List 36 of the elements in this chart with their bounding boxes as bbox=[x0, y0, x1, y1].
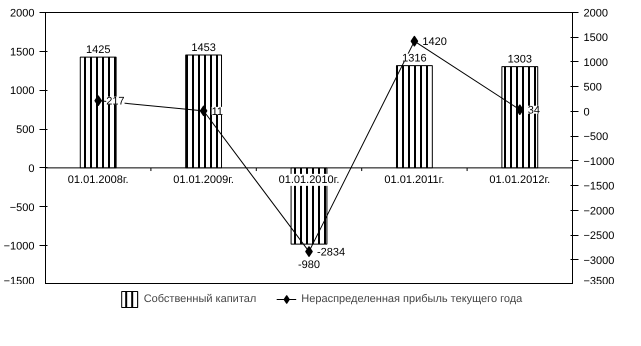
data-label: 1420 bbox=[422, 36, 447, 48]
y2-tick-label: −2000 bbox=[584, 205, 614, 218]
data-label: 11 bbox=[212, 106, 224, 118]
y2-tick-label: 0 bbox=[584, 106, 590, 118]
y-tick-label: 0 bbox=[28, 162, 35, 175]
data-label: 34 bbox=[528, 104, 540, 117]
y2-tick-label: −1500 bbox=[584, 180, 614, 193]
data-label: 1303 bbox=[508, 54, 532, 66]
y-tick-label: 500 bbox=[16, 124, 35, 136]
data-label: 1316 bbox=[402, 52, 427, 65]
data-label: 1453 bbox=[191, 42, 216, 54]
y2-tick-label: 1000 bbox=[584, 56, 608, 69]
y2-tick-label: 1500 bbox=[584, 32, 608, 44]
x-tick-label: 01.01.2011г. bbox=[384, 174, 444, 186]
x-tick-label: 01.01.2008г. bbox=[68, 174, 129, 186]
y-tick-label: 1000 bbox=[10, 85, 35, 98]
y-tick-label: 1500 bbox=[10, 46, 35, 58]
legend-label: Собственный капитал bbox=[144, 293, 256, 305]
y2-tick-label: −500 bbox=[584, 131, 608, 144]
y-tick-label: −1000 bbox=[4, 240, 35, 253]
data-label: 1425 bbox=[86, 44, 110, 56]
y2-tick-label: −1000 bbox=[584, 156, 614, 168]
y-tick-label: −500 bbox=[10, 202, 35, 214]
y2-tick-label: −2500 bbox=[584, 230, 614, 242]
point bbox=[94, 95, 102, 106]
x-tick-label: 01.01.2012г. bbox=[489, 174, 550, 186]
x-tick-label: 01.01.2009г. bbox=[173, 174, 234, 186]
x-tick-label: 01.01.2010г. bbox=[278, 174, 340, 186]
y2-tick-label: −3000 bbox=[584, 254, 614, 267]
y2-tick-label: 2000 bbox=[584, 8, 608, 20]
data-label: 217 bbox=[106, 96, 125, 108]
y2-tick-label: 500 bbox=[584, 82, 602, 94]
y-tick-label: 2000 bbox=[10, 8, 35, 20]
legend-label: Нераспределенная прибыль текущего года bbox=[301, 293, 522, 305]
data-label: -980 bbox=[298, 259, 320, 272]
data-label: -2834 bbox=[317, 246, 346, 259]
